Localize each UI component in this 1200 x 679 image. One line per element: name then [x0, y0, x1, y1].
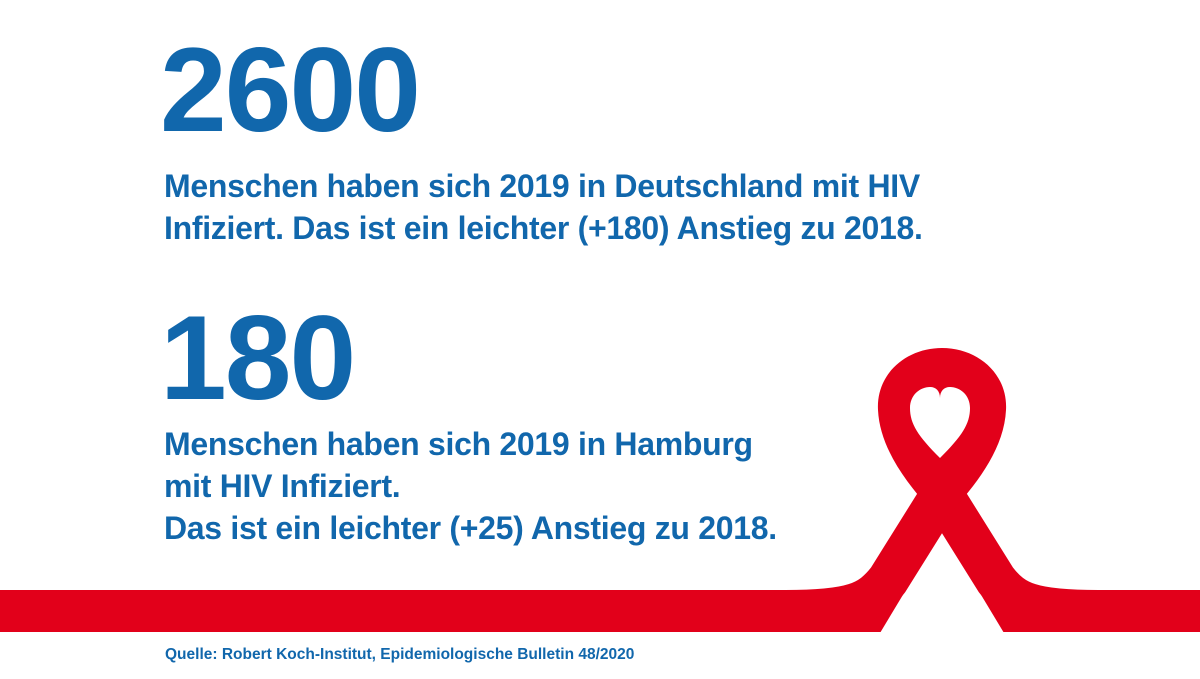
stat-germany-value: 2600 [160, 23, 421, 157]
stat-hamburg-text-line-1: Menschen haben sich 2019 in Hamburg [164, 426, 753, 462]
ribbon-leg-right [905, 447, 1119, 632]
stat-hamburg-text: Menschen haben sich 2019 in Hamburg mit … [164, 423, 777, 549]
ribbon-leg-left [765, 447, 979, 632]
stat-germany-text: Menschen haben sich 2019 in Deutschland … [164, 165, 923, 249]
source-citation: Quelle: Robert Koch-Institut, Epidemiolo… [165, 646, 635, 663]
heart-cutout-icon [910, 387, 970, 458]
ribbon-leg-gap [880, 530, 1004, 633]
stat-hamburg-value: 180 [160, 291, 356, 425]
stat-hamburg-text-line-3: Das ist ein leichter (+25) Anstieg zu 20… [164, 510, 777, 546]
stat-germany-text-line-2: Infiziert. Das ist ein leichter (+180) A… [164, 210, 923, 246]
stat-germany-text-line-1: Menschen haben sich 2019 in Deutschland … [164, 168, 920, 204]
stat-hamburg-text-line-2: mit HIV Infiziert. [164, 468, 401, 504]
